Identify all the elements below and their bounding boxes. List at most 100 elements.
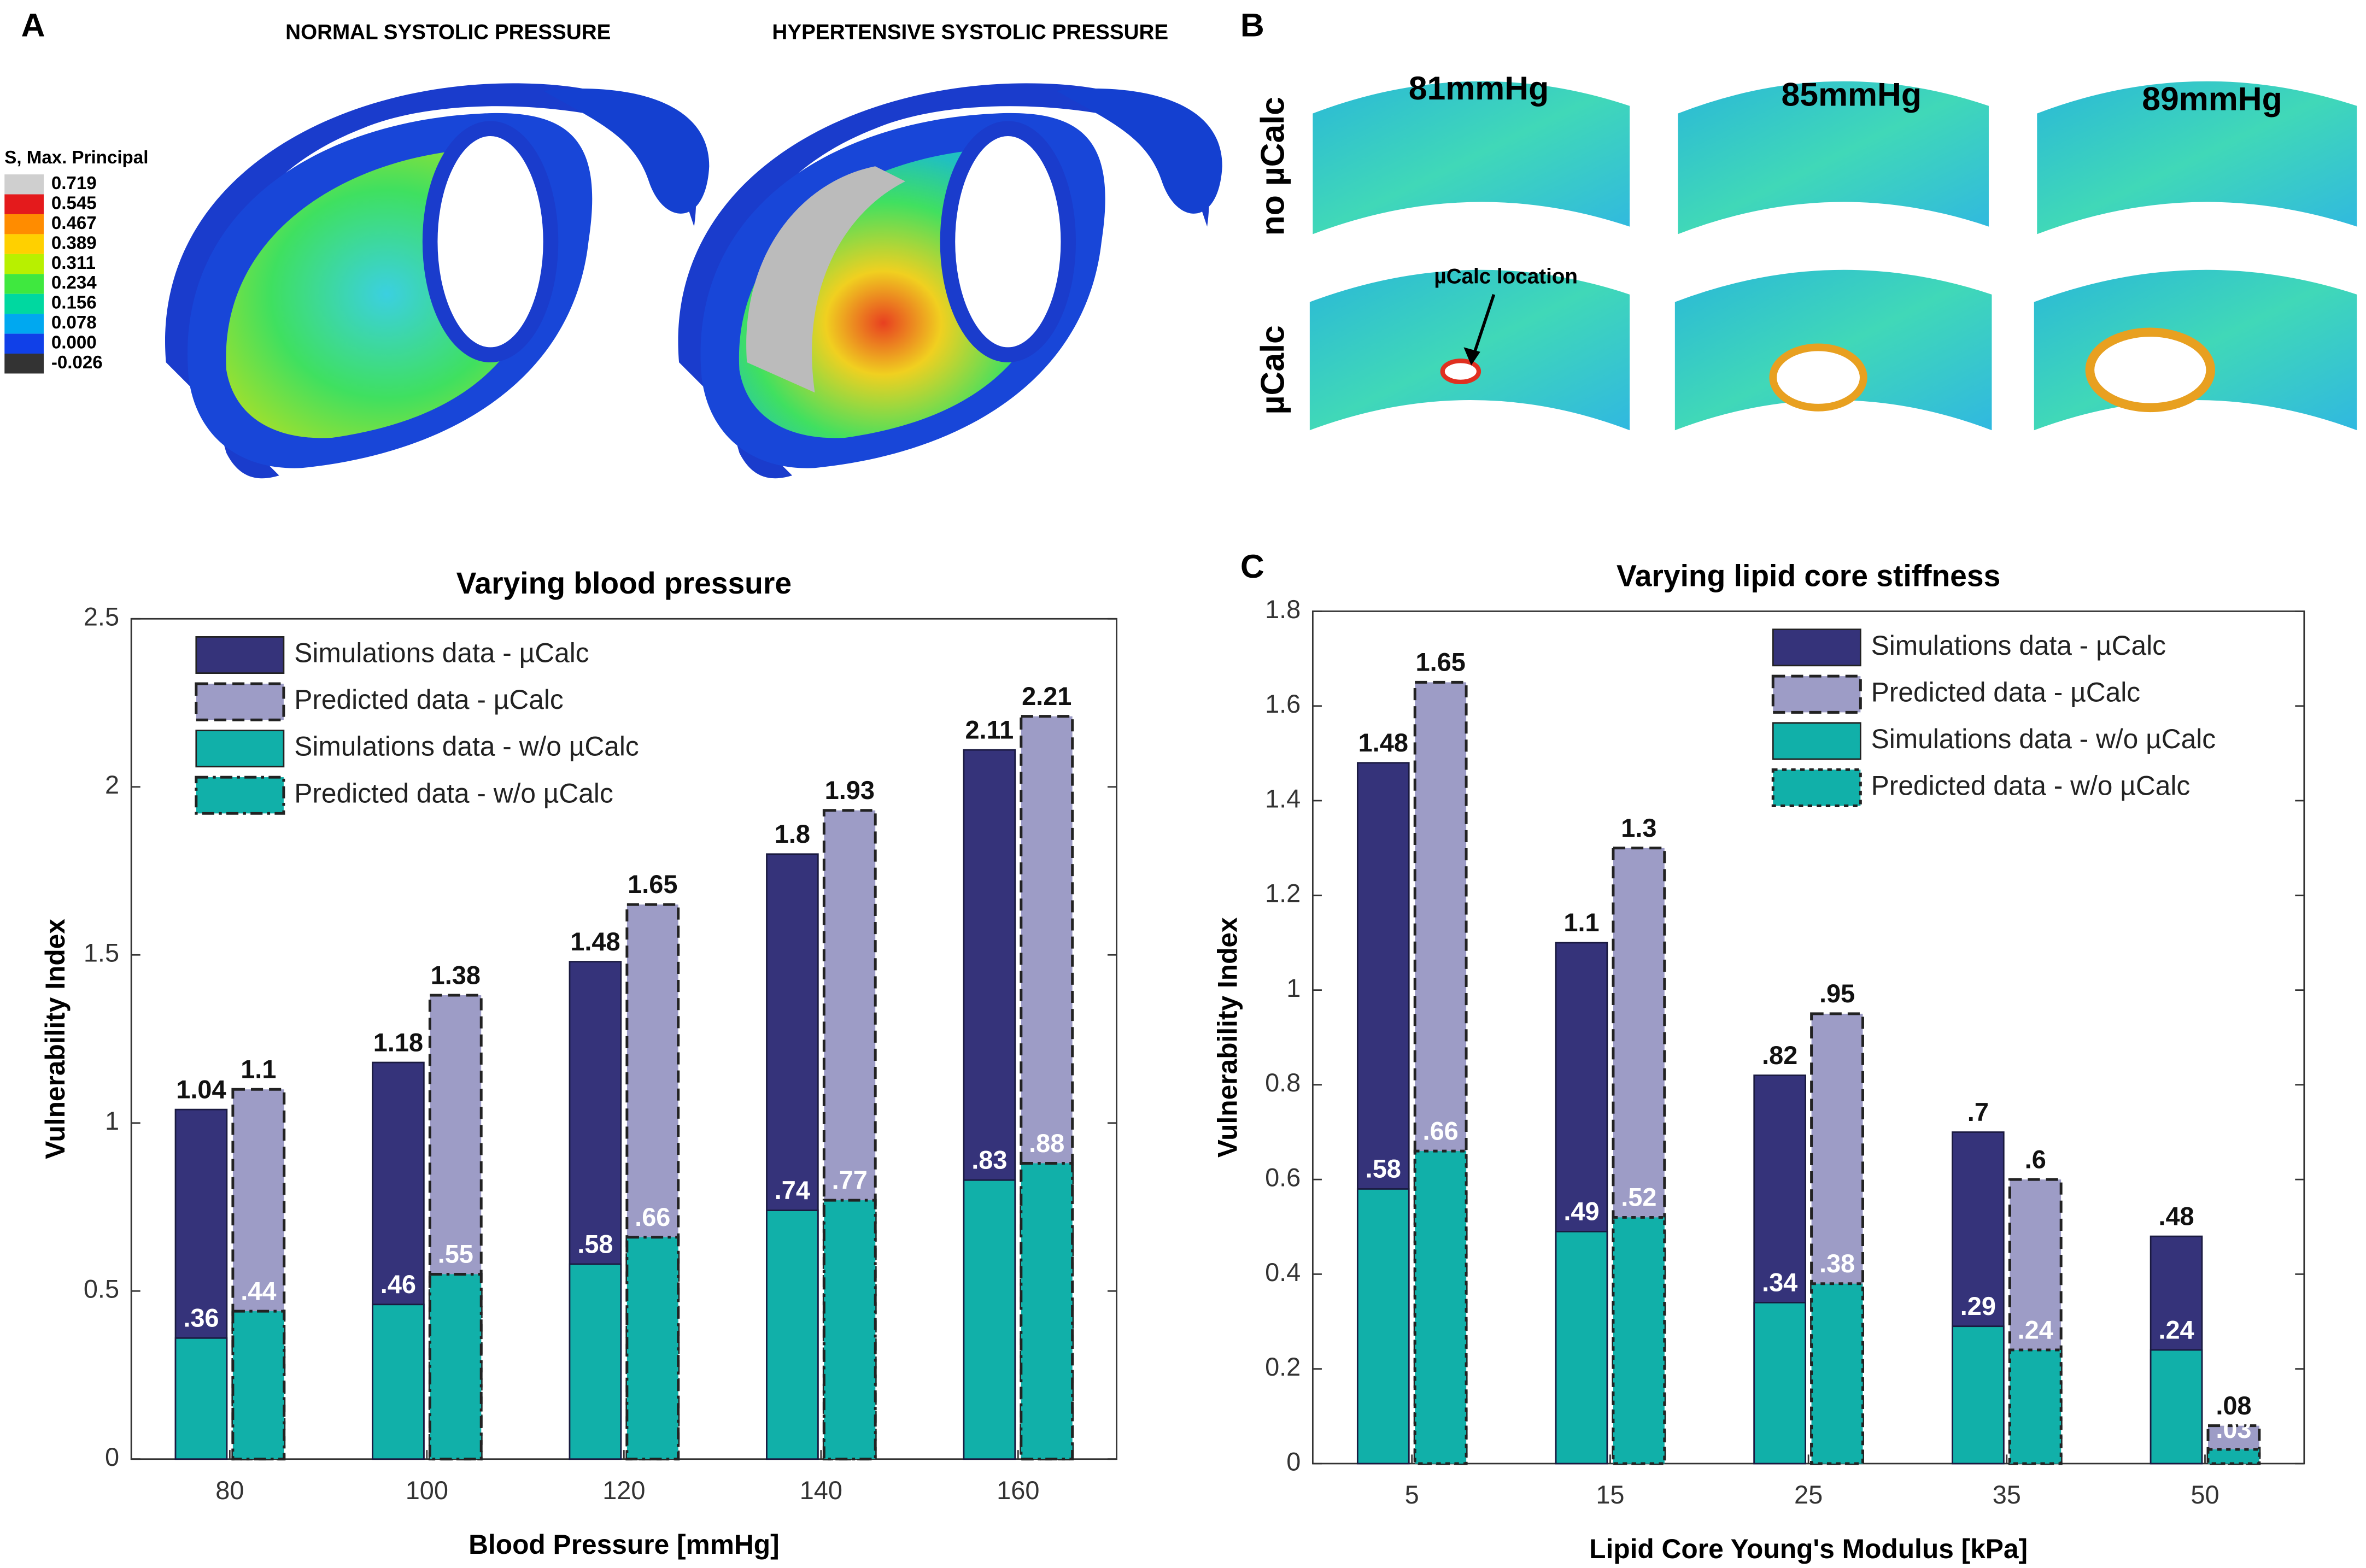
bar [963,1179,1016,1460]
bar [1952,1325,2005,1465]
legend-label: Predicted data - w/o µCalc [294,778,613,808]
panel-label: C [1240,548,1264,585]
bar [1555,1231,1608,1465]
colorbar-label: 0.545 [51,193,97,214]
data-label: .82 [1762,1041,1797,1070]
legend-swatch [1772,629,1861,667]
colorbar-title: S, Max. Principal [4,148,148,168]
bar [625,1236,680,1461]
column-label: 85mmHg [1782,75,1922,113]
colorbar-swatch [4,254,44,274]
data-label: 1.38 [431,961,481,989]
data-label: .77 [832,1166,868,1194]
legend-label: Predicted data - µCalc [1871,677,2140,707]
data-label: 1.48 [570,927,620,956]
colorbar-label: 0.719 [51,173,97,193]
data-label: .95 [1819,979,1855,1008]
bar [1020,1162,1074,1461]
y-tick-label: 1.4 [1265,784,1301,813]
panel-label: A [21,6,45,43]
legend-label: Simulations data - µCalc [294,638,589,668]
panel-title: NORMAL SYSTOLIC PRESSURE [285,21,611,44]
data-label: .46 [380,1270,416,1299]
colorbar-swatch [4,194,44,214]
data-label: .48 [2158,1202,2194,1230]
data-label: .74 [775,1176,810,1205]
bar [1612,1215,1666,1465]
colorbar-label: 0.234 [51,273,97,293]
data-label: 1.48 [1358,729,1408,757]
x-tick-label: 140 [800,1476,842,1505]
legend-swatch [195,730,285,768]
data-label: 1.1 [1563,908,1599,937]
colorbar-label: 0.311 [51,253,96,273]
y-tick-label: 0.5 [84,1275,119,1303]
data-label: .44 [241,1277,276,1305]
data-label: .24 [2018,1316,2053,1344]
bar [231,1309,286,1461]
data-label: 2.21 [1022,682,1071,710]
y-axis-label: Vulnerability Index [40,919,71,1159]
annotation: µCalc location [1434,265,1578,289]
bar [766,1209,819,1460]
y-axis-label: Vulnerability Index [1213,917,1243,1158]
bar [2150,1349,2203,1465]
bar [569,1263,622,1460]
data-label: .38 [1819,1249,1855,1278]
data-label: .08 [2216,1391,2251,1420]
x-tick-label: 80 [215,1476,244,1505]
bar [372,1303,425,1460]
y-tick-label: 0.2 [1265,1353,1301,1381]
colorbar-swatch [4,234,44,254]
colorbar-label: 0.078 [51,313,97,333]
y-tick-label: 0.4 [1265,1258,1301,1287]
data-label: 1.1 [241,1055,276,1083]
bar [428,1272,483,1461]
y-tick-label: 1.5 [84,939,119,967]
y-tick-label: 0 [105,1443,119,1471]
colorbar-swatch [4,333,44,354]
data-label: 1.8 [775,820,810,848]
data-label: .55 [438,1240,473,1269]
data-label: .34 [1762,1269,1797,1297]
x-tick-label: 50 [2191,1481,2219,1509]
data-label: 1.18 [373,1028,423,1056]
bar [2008,1348,2063,1465]
y-tick-label: 1.6 [1265,690,1301,718]
data-label: .24 [2158,1316,2194,1344]
bar [1753,1302,1806,1465]
x-tick-label: 25 [1794,1481,1823,1509]
colorbar-swatch [4,354,44,374]
legend-swatch [1771,768,1862,808]
colorbar-swatch [4,174,44,195]
y-tick-label: 0 [1286,1447,1301,1476]
data-label: .66 [1423,1117,1459,1145]
colorbar-label: -0.026 [51,353,103,373]
data-label: .29 [1960,1292,1996,1320]
y-tick-label: 2 [105,771,119,799]
legend-swatch [195,682,285,721]
column-label: 89mmHg [2142,80,2282,118]
bar [822,1199,877,1461]
legend-label: Predicted data - µCalc [294,684,563,715]
bar [1356,1188,1410,1465]
data-label: 1.65 [1416,648,1466,677]
legend-swatch [195,776,285,815]
y-tick-label: 1.8 [1265,595,1301,624]
legend-swatch [1772,722,1861,760]
y-tick-label: 1 [105,1107,119,1135]
x-axis-label: Lipid Core Young's Modulus [kPa] [1589,1534,2028,1564]
chart-title: Varying lipid core stiffness [1617,559,2000,592]
data-label: .83 [971,1146,1007,1174]
row-label: no µCalc [1254,97,1291,236]
data-label: .7 [1967,1098,1989,1126]
panel-title: HYPERTENSIVE SYSTOLIC PRESSURE [772,21,1168,44]
data-label: .03 [2216,1415,2251,1443]
colorbar-swatch [4,293,44,314]
data-label: 2.11 [965,715,1014,744]
data-label: .52 [1621,1183,1656,1212]
data-label: .49 [1563,1197,1599,1226]
x-tick-label: 160 [997,1476,1039,1505]
